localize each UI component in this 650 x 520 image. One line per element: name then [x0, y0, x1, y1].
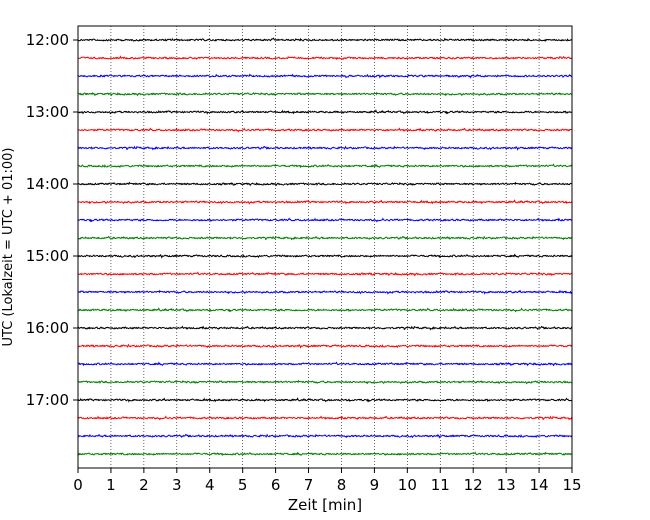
y-tick-label: 17:00 — [26, 391, 69, 409]
trace-row-1530 — [77, 289, 573, 295]
x-tick-label: 11 — [431, 476, 450, 494]
trace-row-1300 — [77, 109, 573, 115]
trace-row-1400 — [77, 181, 573, 187]
trace-row-1700 — [77, 397, 573, 403]
x-tick-label: 6 — [271, 476, 281, 494]
trace-row-1245 — [77, 91, 573, 97]
x-tick-label: 15 — [562, 476, 581, 494]
y-axis-ticks: 12:00 13:00 14:00 15:00 16:00 17:00 — [26, 31, 78, 409]
x-tick-label: 4 — [205, 476, 215, 494]
trace-row-1315 — [77, 127, 573, 133]
x-tick-label: 7 — [304, 476, 314, 494]
traces — [77, 37, 573, 457]
trace-row-1445 — [77, 235, 573, 241]
x-axis-title: Zeit [min] — [288, 496, 362, 514]
x-tick-label: 0 — [73, 476, 83, 494]
x-tick-label: 8 — [337, 476, 347, 494]
y-axis-title: UTC (Lokalzeit = UTC + 01:00) — [1, 148, 16, 347]
x-tick-label: 13 — [497, 476, 516, 494]
trace-row-1715 — [77, 415, 573, 421]
trace-row-1415 — [77, 199, 573, 205]
trace-row-1515 — [77, 271, 573, 277]
trace-row-1645 — [77, 379, 573, 385]
trace-row-1430 — [77, 217, 573, 223]
x-tick-label: 5 — [238, 476, 248, 494]
trace-row-1215 — [77, 55, 573, 61]
trace-row-1630 — [77, 361, 573, 367]
y-tick-label: 13:00 — [26, 103, 69, 121]
x-tick-label: 10 — [398, 476, 417, 494]
y-tick-label: 14:00 — [26, 175, 69, 193]
x-tick-label: 12 — [464, 476, 483, 494]
y-tick-label: 15:00 — [26, 247, 69, 265]
trace-row-1345 — [77, 163, 573, 169]
trace-row-1545 — [77, 307, 573, 313]
plot-frame — [77, 25, 573, 469]
x-tick-label: 9 — [370, 476, 380, 494]
x-tick-label: 14 — [530, 476, 549, 494]
trace-row-1330 — [77, 145, 573, 151]
trace-row-1745 — [77, 451, 573, 457]
y-tick-label: 12:00 — [26, 31, 69, 49]
trace-row-1500 — [77, 253, 573, 259]
trace-row-1200 — [77, 37, 573, 42]
y-tick-label: 16:00 — [26, 319, 69, 337]
trace-row-1615 — [77, 343, 573, 349]
trace-row-1600 — [77, 325, 573, 331]
x-tick-label: 3 — [172, 476, 182, 494]
x-axis-ticks: 0 1 2 3 4 5 6 7 8 9 10 11 12 13 14 15 — [73, 468, 582, 494]
x-tick-label: 1 — [106, 476, 116, 494]
grid-lines — [110, 26, 540, 468]
trace-row-1230 — [77, 73, 573, 79]
trace-row-1730 — [77, 433, 573, 439]
x-tick-label: 2 — [139, 476, 149, 494]
